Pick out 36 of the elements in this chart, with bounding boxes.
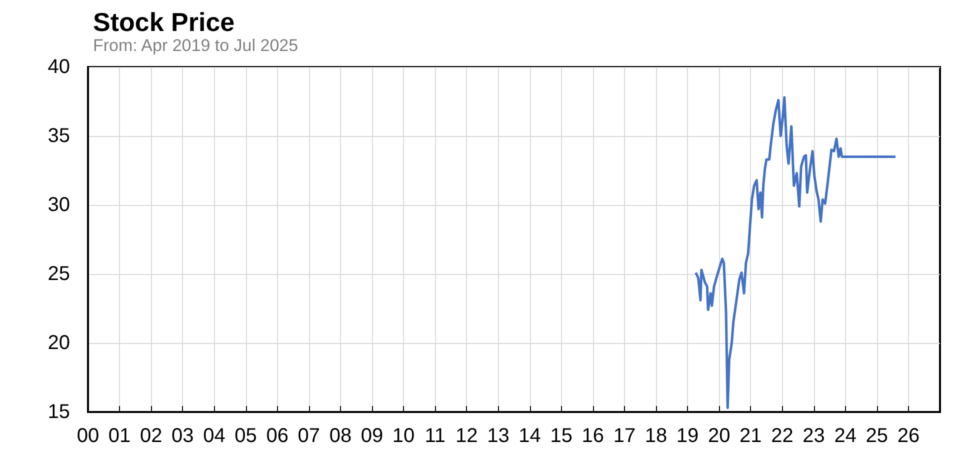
y-tick-label: 25 bbox=[48, 263, 70, 285]
x-tick-label: 13 bbox=[487, 425, 510, 447]
y-tick-label: 35 bbox=[48, 125, 70, 147]
x-tick-label: 12 bbox=[456, 425, 478, 447]
x-tick-label: 20 bbox=[708, 425, 730, 447]
x-tick-label: 09 bbox=[360, 425, 384, 447]
x-tick-label: 16 bbox=[582, 425, 604, 447]
x-tick-label: 26 bbox=[897, 425, 920, 447]
chart-title: Stock Price bbox=[93, 7, 235, 37]
x-tick-label: 11 bbox=[424, 425, 446, 447]
x-tick-label: 00 bbox=[76, 425, 100, 447]
chart-subtitle: From: Apr 2019 to Jul 2025 bbox=[93, 36, 298, 55]
x-tick-label: 17 bbox=[613, 425, 636, 447]
x-tick-label: 06 bbox=[266, 425, 288, 447]
x-tick-label: 15 bbox=[550, 425, 572, 447]
x-tick-label: 14 bbox=[518, 425, 541, 447]
x-tick-label: 19 bbox=[676, 425, 699, 447]
y-tick-label: 40 bbox=[48, 56, 70, 78]
x-tick-label: 21 bbox=[740, 425, 762, 447]
x-tick-label: 01 bbox=[108, 425, 131, 447]
x-tick-label: 25 bbox=[866, 425, 888, 447]
x-tick-label: 23 bbox=[802, 425, 825, 447]
x-tick-label: 04 bbox=[203, 425, 226, 447]
y-tick-label: 15 bbox=[48, 401, 70, 423]
x-tick-label: 22 bbox=[771, 425, 794, 447]
x-tick-label: 18 bbox=[644, 425, 668, 447]
x-tick-label: 08 bbox=[329, 425, 352, 447]
x-tick-label: 24 bbox=[834, 425, 856, 447]
line-series bbox=[694, 96, 897, 410]
y-tick-label: 30 bbox=[48, 194, 70, 216]
x-tick-label: 03 bbox=[172, 425, 194, 447]
x-tick-label: 02 bbox=[140, 425, 162, 447]
x-tick-label: 05 bbox=[234, 425, 257, 447]
x-tick-label: 07 bbox=[298, 425, 320, 447]
y-tick-label: 20 bbox=[48, 332, 70, 354]
x-tick-label: 10 bbox=[392, 425, 415, 447]
